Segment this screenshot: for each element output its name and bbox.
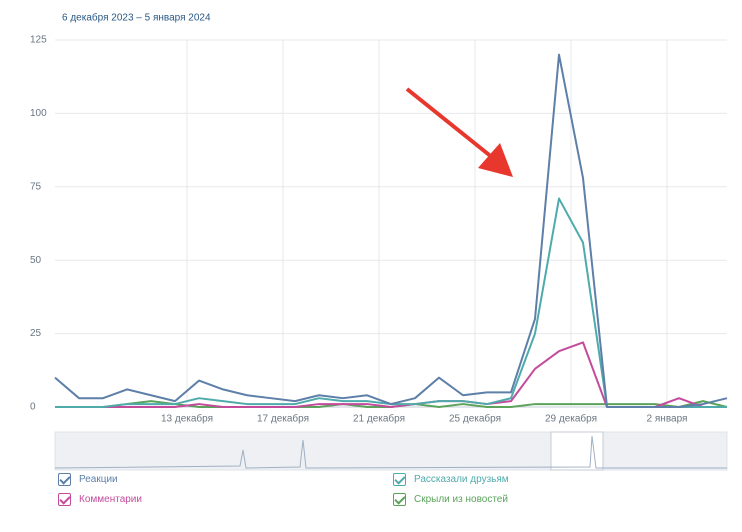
legend-item[interactable]: Комментарии: [58, 493, 142, 506]
y-tick-label: 125: [30, 35, 47, 46]
x-tick-label: 21 декабря: [353, 413, 405, 425]
y-tick-label: 75: [30, 181, 42, 192]
legend-item[interactable]: Скрыли из новостей: [393, 493, 508, 506]
legend-item[interactable]: Реакции: [58, 473, 118, 486]
legend-label: Скрыли из новостей: [414, 494, 508, 505]
annotation-arrow: [405, 87, 513, 177]
legend-item[interactable]: Рассказали друзьям: [393, 473, 509, 486]
legend-label: Реакции: [79, 474, 118, 485]
x-tick-label: 17 декабря: [257, 413, 309, 425]
arrow-shaft: [405, 87, 495, 160]
legend-checkbox[interactable]: [58, 493, 71, 506]
legend-label: Комментарии: [79, 494, 142, 505]
navigator[interactable]: [54, 431, 728, 471]
legend-checkbox[interactable]: [393, 493, 406, 506]
series-line: [54, 53, 728, 408]
navigator-track: [54, 431, 728, 471]
y-tick-label: 100: [30, 108, 47, 119]
x-tick-label: 2 января: [647, 414, 688, 425]
navigator-line: [54, 435, 727, 469]
arrow-head: [478, 143, 513, 177]
chart-subtitle: 6 декабря 2023 – 5 января 2024: [62, 12, 211, 24]
legend-checkbox[interactable]: [393, 473, 406, 486]
x-tick-label: 13 декабря: [161, 413, 213, 425]
y-tick-label: 25: [30, 328, 42, 339]
legend-label: Рассказали друзьям: [414, 474, 509, 485]
series-line: [55, 197, 727, 408]
x-tick-label: 25 декабря: [449, 413, 501, 425]
y-tick-label: 0: [30, 402, 36, 413]
legend-checkbox[interactable]: [58, 473, 71, 486]
x-tick-label: 29 декабря: [545, 413, 597, 425]
y-tick-label: 50: [30, 255, 42, 266]
